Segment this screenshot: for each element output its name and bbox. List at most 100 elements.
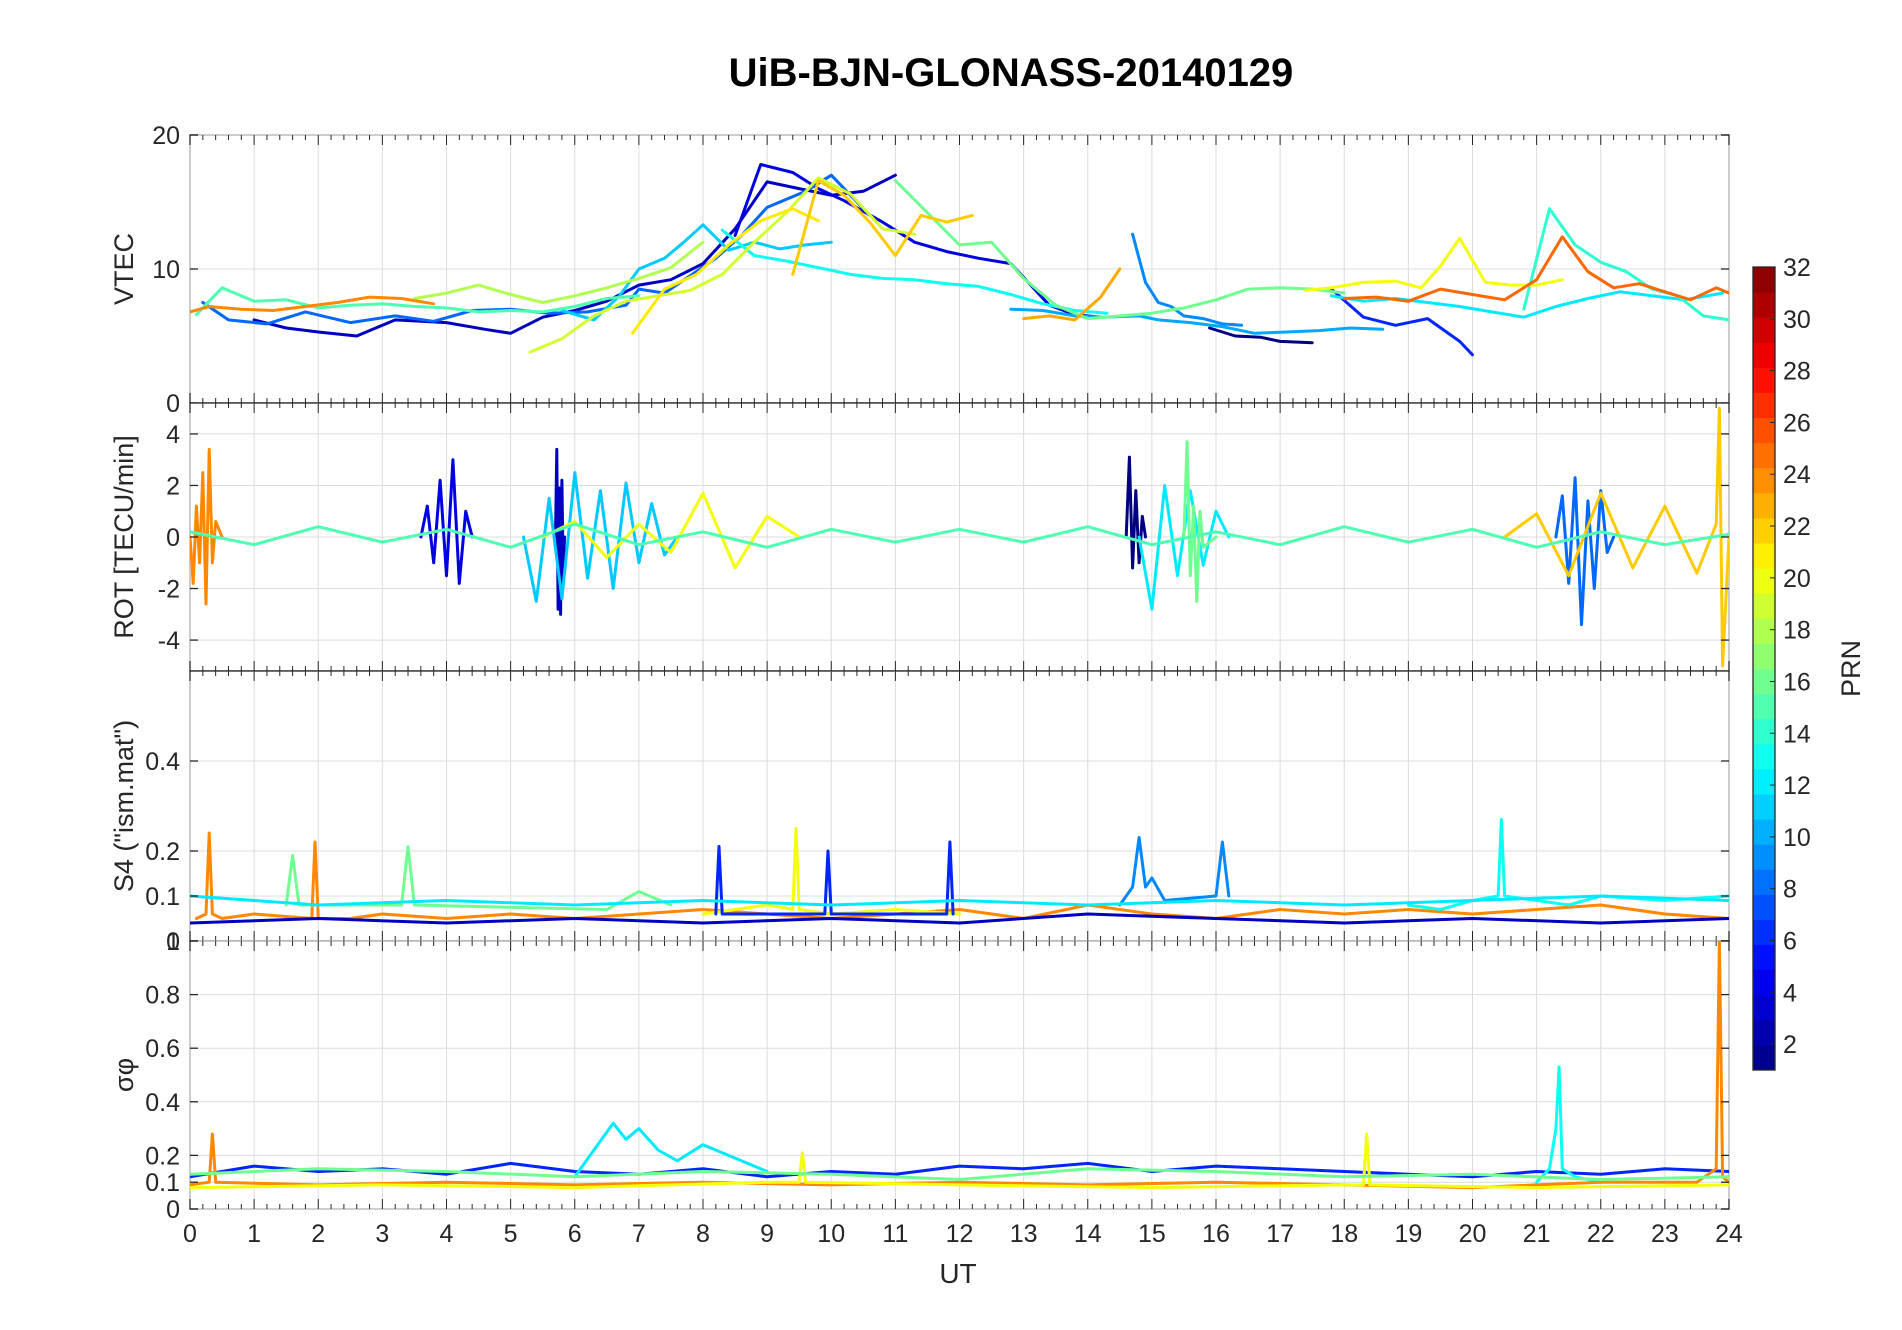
series-prn-9	[1131, 232, 1244, 327]
series-prn-18	[412, 240, 705, 304]
series-prn-20	[701, 827, 961, 916]
y-tick-label: -2	[158, 576, 180, 604]
series-prn-9	[1118, 836, 1231, 907]
colorbar-segment	[1753, 743, 1775, 770]
colorbar-segment	[1753, 342, 1775, 368]
y-tick-label: 20	[152, 122, 180, 150]
colorbar-segment	[1753, 969, 1775, 996]
series-prn-20	[541, 491, 801, 570]
colorbar-segment	[1753, 768, 1775, 795]
series-prn-20	[190, 1132, 1729, 1190]
x-tick-label: 12	[946, 1220, 974, 1248]
colorbar-tick-label: 12	[1783, 772, 1811, 800]
series-prn-19	[528, 176, 917, 354]
x-tick-label: 22	[1587, 1220, 1615, 1248]
x-tick-label: 0	[183, 1220, 197, 1248]
series-prn-16	[284, 845, 673, 911]
colorbar-segment	[1753, 793, 1775, 820]
panel-rot-series	[190, 406, 1729, 668]
series-prn-21	[631, 207, 820, 335]
x-tick-label: 23	[1651, 1220, 1679, 1248]
series-prn-24	[194, 831, 1729, 920]
colorbar-tick-label: 14	[1783, 720, 1811, 748]
colorbar-tick-label: 20	[1783, 565, 1811, 593]
y-tick-label: 0.1	[145, 1169, 180, 1197]
x-tick-label: 6	[568, 1220, 582, 1248]
series-prn-16	[893, 179, 1346, 321]
series-prn-16	[1182, 440, 1218, 603]
x-tick-label: 1	[247, 1220, 261, 1248]
panel-sigma-series	[190, 941, 1729, 1190]
x-tick-label: 3	[375, 1220, 389, 1248]
colorbar-segment	[1753, 467, 1775, 494]
colorbar-segment	[1753, 844, 1775, 870]
colorbar-label: PRN	[1836, 640, 1866, 697]
series-prn-11	[522, 471, 679, 603]
series-prn-8	[201, 173, 872, 326]
y-tick-label: 0.2	[145, 1142, 180, 1170]
panel-sigma-ylabel: σφ	[109, 1058, 139, 1092]
colorbar-segment	[1753, 718, 1775, 745]
colorbar-frame	[1752, 266, 1776, 1071]
colorbar-tick-label: 8	[1783, 876, 1797, 904]
x-tick-label: 7	[632, 1220, 646, 1248]
series-prn-15	[194, 286, 641, 317]
colorbar-segment	[1753, 568, 1775, 594]
series-prn-6	[1329, 287, 1474, 357]
colorbar-tick-label: 28	[1783, 358, 1811, 386]
series-prn-13	[720, 228, 1109, 315]
panel-rot-ylabel: ROT [TECU/min]	[109, 435, 139, 639]
colorbar-tick-label: 4	[1783, 979, 1797, 1007]
series-prn-11	[560, 223, 833, 322]
colorbar-segment	[1753, 317, 1775, 343]
y-tick-label: 2	[166, 472, 180, 500]
x-tick-label: 20	[1459, 1220, 1487, 1248]
colorbar-segment	[1753, 593, 1775, 619]
series-prn-12	[190, 894, 1729, 907]
x-tick-label: 17	[1266, 1220, 1294, 1248]
colorbar-tick-label: 16	[1783, 668, 1811, 696]
colorbar-tick-label: 30	[1783, 306, 1811, 334]
colorbar-segment	[1753, 894, 1775, 920]
colorbar-tick-label: 26	[1783, 409, 1811, 437]
colorbar-segment	[1753, 1044, 1775, 1071]
colorbar-tick-label: 10	[1783, 824, 1811, 852]
x-tick-label: 15	[1138, 1220, 1166, 1248]
series-prn-22	[1503, 406, 1729, 668]
x-tick-label: 10	[817, 1220, 845, 1248]
series-prn-1	[1124, 455, 1147, 570]
panel-s4-series	[190, 818, 1729, 925]
series-prn-10	[1009, 307, 1385, 335]
colorbar-tick-label: 2	[1783, 1031, 1797, 1059]
series-prn-3	[554, 447, 566, 616]
y-tick-label: 0.4	[145, 1089, 180, 1117]
chart-title: UiB-BJN-GLONASS-20140129	[729, 51, 1294, 95]
colorbar-segment	[1753, 869, 1775, 895]
colorbar-segment	[1753, 392, 1775, 419]
y-tick-label: 1	[166, 928, 180, 956]
x-tick-label: 2	[311, 1220, 325, 1248]
colorbar-segment	[1753, 1019, 1775, 1046]
series-prn-3	[190, 912, 1729, 925]
series-prn-3	[252, 173, 897, 338]
series-prn-6	[714, 840, 955, 916]
x-tick-label: 4	[440, 1220, 454, 1248]
y-tick-label: 0.6	[145, 1035, 180, 1063]
colorbar-segment	[1753, 668, 1775, 695]
colorbar-segment	[1753, 543, 1775, 569]
colorbar-segment	[1753, 919, 1775, 946]
x-tick-label: 9	[760, 1220, 774, 1248]
x-tick-label: 14	[1074, 1220, 1102, 1248]
series-prn-25	[1342, 235, 1729, 303]
x-tick-label: 24	[1715, 1220, 1743, 1248]
series-prn-14	[1522, 207, 1729, 322]
x-tick-label: 18	[1330, 1220, 1358, 1248]
y-tick-label: 0.4	[145, 748, 180, 776]
y-tick-label: -4	[158, 627, 180, 655]
series-prn-22	[791, 179, 974, 276]
y-tick-label: 0	[166, 928, 180, 956]
y-tick-label: 10	[152, 256, 180, 284]
colorbar-segment	[1753, 618, 1775, 644]
